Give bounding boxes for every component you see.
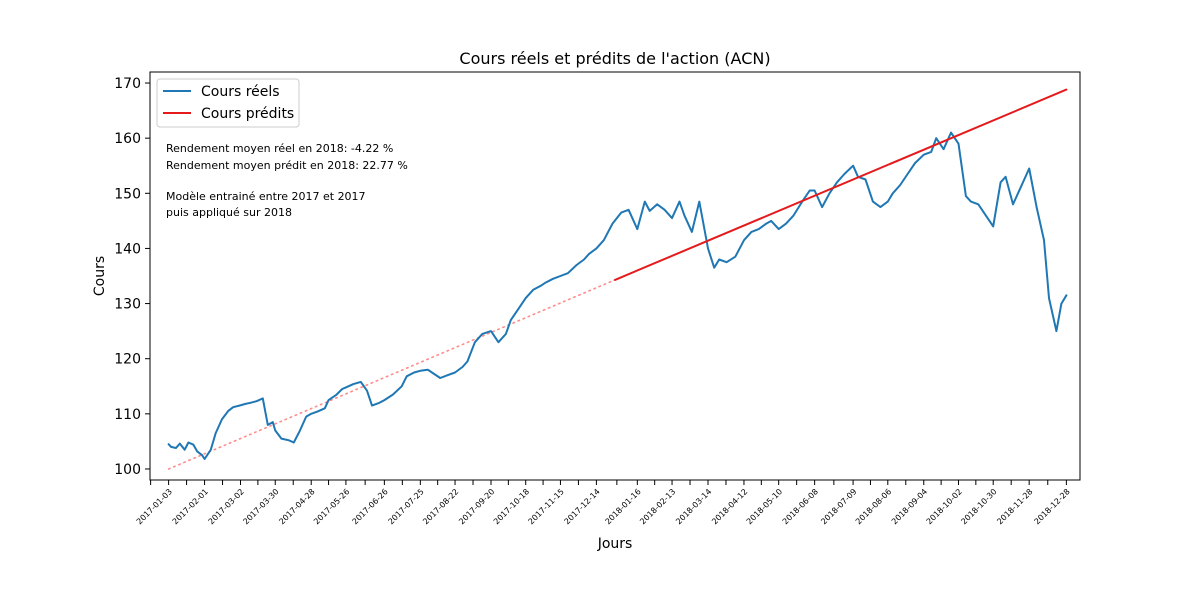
annotation-block: Rendement moyen réel en 2018: -4.22 % Re… <box>166 142 408 219</box>
legend-label-real: Cours réels <box>201 84 280 100</box>
y-axis-label: Cours <box>92 256 108 296</box>
y-tick-label: 140 <box>114 241 141 257</box>
x-tick-label: 2018-01-16 <box>603 487 642 526</box>
series-line-extrapolated <box>167 279 616 470</box>
plot-area-frame <box>149 71 1081 481</box>
x-tick-label: 2017-05-26 <box>312 487 351 526</box>
series-line-predicted <box>614 88 1068 281</box>
x-tick-label: 2017-11-15 <box>527 487 566 526</box>
x-tick-label: 2018-10-02 <box>925 487 964 526</box>
annotation-training-period: Modèle entrainé entre 2017 et 2017 <box>166 190 366 203</box>
legend: Cours réels Cours prédits <box>156 78 300 128</box>
x-tick-label: 2018-05-10 <box>745 487 784 526</box>
y-tick-label: 150 <box>114 186 141 202</box>
x-tick-label: 2017-03-30 <box>241 487 280 526</box>
legend-box <box>156 78 300 128</box>
x-tick-label: 2017-08-22 <box>421 487 460 526</box>
x-tick-label: 2017-12-14 <box>563 487 602 526</box>
chart-title: Cours réels et prédits de l'action (ACN) <box>459 49 770 68</box>
x-tick-label: 2017-03-02 <box>207 487 246 526</box>
x-tick-label: 2017-09-20 <box>457 487 496 526</box>
y-tick-label: 160 <box>114 131 141 147</box>
y-tick-label: 120 <box>114 352 141 368</box>
x-tick-label: 2017-10-18 <box>492 487 531 526</box>
x-tick-label: 2018-06-08 <box>781 487 820 526</box>
x-axis: 2017-01-032017-02-012017-03-022017-03-30… <box>135 480 1072 526</box>
x-tick-label: 2017-06-26 <box>351 487 390 526</box>
x-tick-label: 2017-01-03 <box>135 487 174 526</box>
x-tick-label: 2018-09-04 <box>890 487 929 526</box>
series-lines <box>167 88 1068 470</box>
x-tick-label: 2017-02-01 <box>171 487 210 526</box>
annotation-applied-period: puis appliqué sur 2018 <box>166 206 292 219</box>
series-line-real <box>167 131 1068 460</box>
y-tick-label: 110 <box>114 407 141 423</box>
x-tick-label: 2018-07-09 <box>819 487 858 526</box>
y-axis: 100 110 120 130 140 150 160 170 <box>114 76 150 478</box>
x-tick-label: 2017-04-28 <box>277 487 316 526</box>
legend-label-predicted: Cours prédits <box>201 106 294 122</box>
x-tick-label: 2018-04-12 <box>710 487 749 526</box>
y-tick-label: 130 <box>114 297 141 313</box>
x-tick-label: 2018-12-28 <box>1033 487 1072 526</box>
x-axis-label: Jours <box>597 536 633 552</box>
annotation-predicted-return: Rendement moyen prédit en 2018: 22.77 % <box>166 159 408 172</box>
x-tick-label: 2018-02-13 <box>638 487 677 526</box>
y-tick-label: 170 <box>114 76 141 92</box>
x-tick-label: 2018-10-30 <box>959 487 998 526</box>
y-tick-label: 100 <box>114 462 141 478</box>
annotation-real-return: Rendement moyen réel en 2018: -4.22 % <box>166 142 393 155</box>
x-tick-label: 2017-07-25 <box>386 487 425 526</box>
x-tick-label: 2018-03-14 <box>674 487 713 526</box>
x-tick-label: 2018-08-06 <box>854 487 893 526</box>
x-tick-label: 2018-11-28 <box>995 487 1034 526</box>
